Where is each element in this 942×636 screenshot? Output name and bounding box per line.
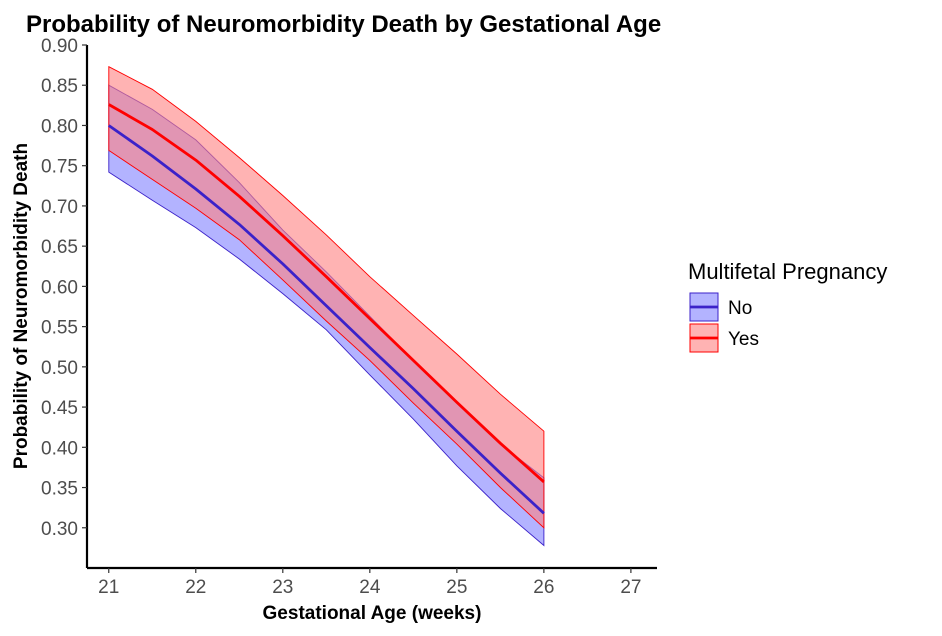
y-axis-title: Probability of Neuromorbidity Death xyxy=(11,143,32,469)
x-tick-label: 26 xyxy=(533,577,554,598)
y-tick-label: 0.30 xyxy=(41,519,78,540)
y-tick-label: 0.70 xyxy=(41,197,78,218)
x-tick-label: 21 xyxy=(98,577,119,598)
legend-title: Multifetal Pregnancy xyxy=(688,259,887,284)
y-tick-label: 0.50 xyxy=(41,358,78,379)
series-line-no xyxy=(107,124,545,515)
y-tick-label: 0.35 xyxy=(41,479,78,500)
y-tick-label: 0.80 xyxy=(41,116,78,137)
legend-key-yes: Yes xyxy=(689,323,759,353)
confidence-bands xyxy=(108,65,545,547)
x-tick-label: 27 xyxy=(620,577,641,598)
legend: Multifetal Pregnancy No Yes xyxy=(688,259,887,353)
y-tick-label: 0.75 xyxy=(41,157,78,178)
x-tick-label: 24 xyxy=(359,577,381,598)
y-axis-ticks: 0.30 0.35 0.40 0.45 0.50 0.55 0.60 0.65 0.70 0.75… xyxy=(41,36,87,540)
x-tick-label: 25 xyxy=(446,577,467,598)
x-tick-label: 23 xyxy=(272,577,293,598)
x-axis-ticks: 21 22 23 24 25 26 27 xyxy=(98,568,641,598)
legend-key-no: No xyxy=(689,292,752,322)
series-line-yes xyxy=(108,103,545,483)
x-tick-label: 22 xyxy=(185,577,206,598)
y-tick-label: 0.65 xyxy=(41,237,78,258)
y-tick-label: 0.85 xyxy=(41,76,78,97)
legend-label-yes: Yes xyxy=(728,329,759,350)
legend-label-no: No xyxy=(728,298,752,319)
y-tick-label: 0.40 xyxy=(41,438,78,459)
y-tick-label: 0.60 xyxy=(41,277,78,298)
y-tick-label: 0.90 xyxy=(41,36,78,57)
x-axis-title: Gestational Age (weeks) xyxy=(263,603,482,624)
confidence-band-yes xyxy=(108,65,545,529)
chart-title: Probability of Neuromorbidity Death by G… xyxy=(26,11,661,38)
y-tick-label: 0.55 xyxy=(41,318,78,339)
series-lines xyxy=(107,103,545,515)
y-tick-label: 0.45 xyxy=(41,398,78,419)
